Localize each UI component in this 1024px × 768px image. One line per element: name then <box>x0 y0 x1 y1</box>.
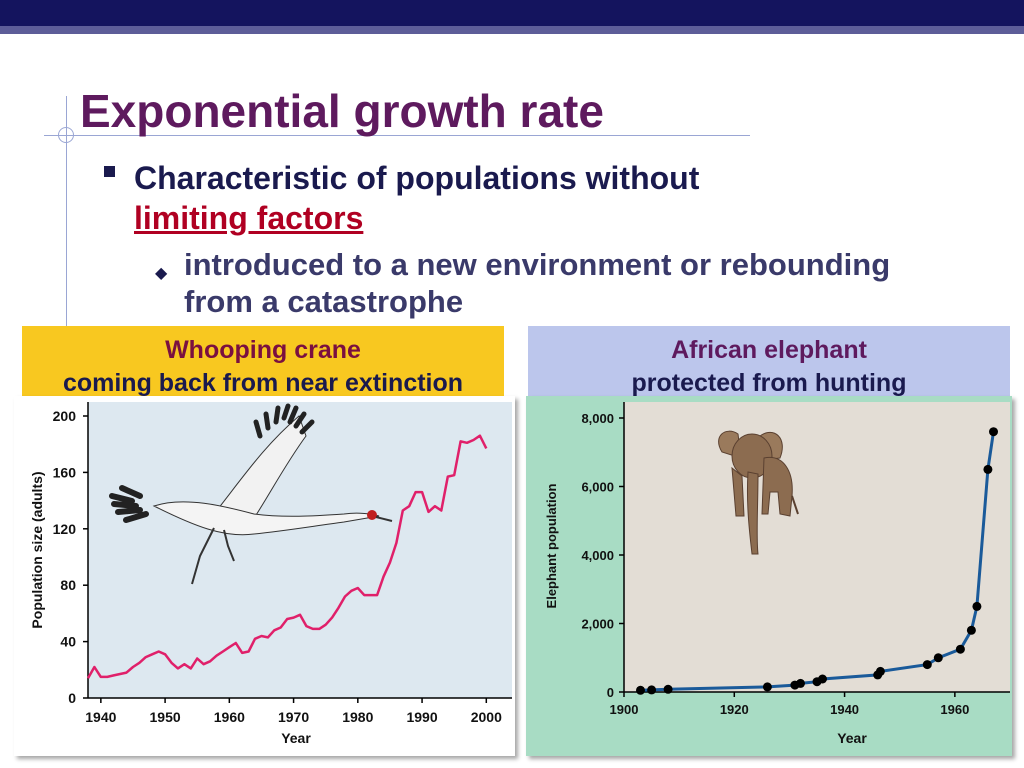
bullet-2-line-1: introduced to a new environment or rebou… <box>184 247 891 282</box>
elephant-data-point <box>983 464 993 474</box>
elephant-illustration <box>718 430 799 555</box>
crane-illustration <box>109 403 393 585</box>
elephant-data-point <box>966 625 976 635</box>
crane-y-tick-label: 160 <box>53 464 77 480</box>
crane-chart-panel: 0 40 80 120 160 200 1940 1950 1960 1970 1980 1990 2… <box>14 396 515 756</box>
elephant-data-point <box>818 674 827 684</box>
top-banner <box>0 0 1024 26</box>
crane-chart: 0 40 80 120 160 200 1940 1950 1960 1970 1980 1990 2… <box>29 402 512 746</box>
crane-y-tick-label: 0 <box>68 690 76 706</box>
crane-x-tick-label: 1990 <box>406 709 437 725</box>
elephant-data-point <box>796 678 805 688</box>
elephant-y-axis-label: Elephant population <box>544 483 559 608</box>
bullet-1: Characteristic of populations without li… <box>134 158 699 238</box>
elephant-data-point <box>762 682 772 692</box>
diamond-bullet-icon: ◆ <box>155 265 168 282</box>
elephant-x-tick-label: 1960 <box>940 702 969 717</box>
crane-y-tick-label: 80 <box>60 577 76 593</box>
square-bullet-icon <box>104 166 115 177</box>
bullet-1-text: Characteristic of populations without <box>134 160 700 196</box>
limiting-factors-link[interactable]: limiting factors <box>134 200 364 236</box>
elephant-caption-title: African elephant <box>671 336 867 364</box>
elephant-y-tick-label: 6,000 <box>581 480 614 495</box>
elephant-y-tick-label: 0 <box>607 685 614 700</box>
bullet-2: introduced to a new environment or rebou… <box>184 246 890 320</box>
crane-x-axis-label: Year <box>281 730 311 746</box>
elephant-data-point <box>647 685 657 695</box>
elephant-caption: African elephant protected from hunting <box>528 326 1010 398</box>
elephant-data-point <box>989 427 998 437</box>
crane-population-line <box>86 434 488 679</box>
elephant-x-tick-label: 1900 <box>610 702 639 717</box>
crane-x-tick-label: 1950 <box>150 709 181 725</box>
elephant-caption-subtitle: protected from hunting <box>631 369 907 397</box>
crane-y-tick-label: 40 <box>60 634 76 650</box>
elephant-chart: 0 2,000 4,000 6,000 8,000 1900 1920 1940 1960 Y… <box>544 402 1010 746</box>
slide-title: Exponential growth rate <box>80 85 604 137</box>
elephant-plot-background <box>624 402 1010 692</box>
crane-caption-title: Whooping crane <box>165 336 361 364</box>
bullet-2-line-2: from a catastrophe <box>184 284 464 319</box>
decorative-horizontal-line <box>44 135 750 136</box>
crane-x-tick-label: 1970 <box>278 709 309 725</box>
crane-plot-background <box>88 402 512 698</box>
crane-x-tick-label: 2000 <box>471 709 502 725</box>
top-banner-stripe <box>0 26 1024 34</box>
crane-y-tick-label: 120 <box>53 521 77 537</box>
elephant-data-point <box>955 644 965 654</box>
crane-x-tick-label: 1960 <box>214 709 245 725</box>
elephant-x-tick-label: 1920 <box>720 702 749 717</box>
elephant-data-point <box>636 685 645 695</box>
elephant-data-point <box>663 684 673 694</box>
crane-x-tick-label: 1940 <box>85 709 116 725</box>
elephant-x-axis-label: Year <box>837 730 867 746</box>
elephant-x-tick-label: 1940 <box>830 702 859 717</box>
crane-y-axis-label: Population size (adults) <box>29 471 45 628</box>
crane-caption: Whooping crane coming back from near ext… <box>22 326 504 398</box>
elephant-y-tick-label: 2,000 <box>581 617 614 632</box>
elephant-y-tick-label: 4,000 <box>581 548 614 563</box>
crane-x-tick-label: 1980 <box>342 709 373 725</box>
elephant-data-point <box>972 601 982 611</box>
decorative-vertical-line <box>66 96 67 328</box>
decorative-circle <box>58 127 74 143</box>
elephant-chart-panel: 0 2,000 4,000 6,000 8,000 1900 1920 1940 1960 Y… <box>526 396 1012 756</box>
crane-y-tick-label: 200 <box>53 408 77 424</box>
elephant-y-tick-label: 8,000 <box>581 411 614 426</box>
elephant-data-point <box>922 660 932 670</box>
elephant-data-point <box>875 666 885 676</box>
crane-caption-subtitle: coming back from near extinction <box>62 369 464 397</box>
elephant-data-point <box>933 653 943 663</box>
